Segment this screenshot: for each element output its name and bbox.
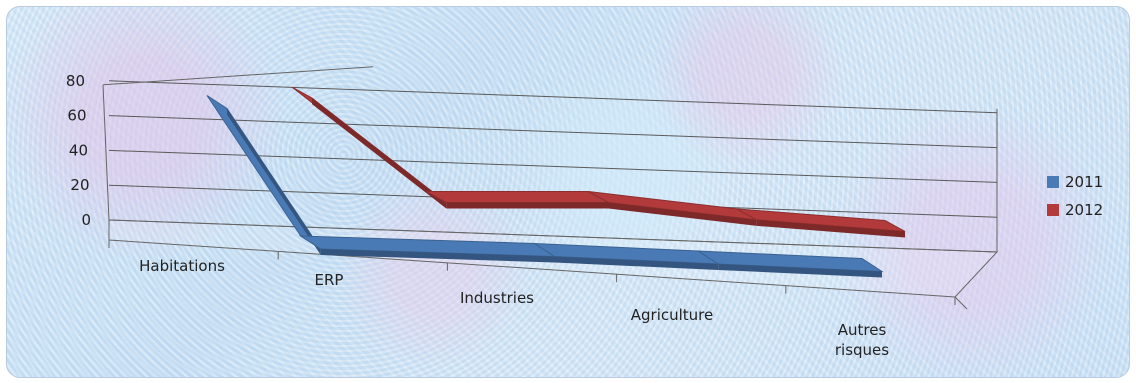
series-2012-segment-side-2 <box>608 202 757 226</box>
x-tick-label-0: Habitations <box>139 257 225 275</box>
series-2011-segment-side-1 <box>320 249 555 263</box>
floor-right-edge <box>954 296 968 310</box>
legend-label-2012: 2012 <box>1065 201 1103 219</box>
value-axis-line <box>102 84 110 221</box>
chart-area: 0 20 40 60 80 Habitations ERP Industries Agricul… <box>6 6 1130 378</box>
series-2012-segment-side-0 <box>312 98 447 209</box>
y-tick-label-80: 80 <box>66 72 85 90</box>
gridline-80 <box>108 80 998 114</box>
legend: 2011 2012 <box>1047 173 1103 219</box>
y-tick-label-40: 40 <box>69 141 88 159</box>
x-tick-label-3: Agriculture <box>631 306 714 324</box>
series-2012-segment-side-3 <box>756 219 905 238</box>
gridline-60 <box>108 115 998 149</box>
x-tick-label-4: Autres risques <box>835 321 889 359</box>
legend-swatch-2011 <box>1047 176 1059 188</box>
x-tick-label-2: Industries <box>460 289 534 307</box>
legend-label-2011: 2011 <box>1065 173 1103 191</box>
series-2011-segment-side-3 <box>718 264 882 278</box>
series-2011-segment-side-2 <box>554 256 719 270</box>
chart-svg: 0 20 40 60 80 Habitations ERP Industries Agricul… <box>66 66 1103 359</box>
series-2011 <box>206 95 884 278</box>
series-2011-segment-side-0 <box>227 108 321 255</box>
series-2012-segment-1 <box>426 191 609 203</box>
x-tick-label-1: ERP <box>315 271 344 289</box>
back-wall-top-edge <box>102 66 374 86</box>
labels: 0 20 40 60 80 Habitations ERP Industries Agricul… <box>66 72 889 359</box>
gridline-40 <box>108 149 998 183</box>
series-2012-segment-side-1 <box>446 202 609 209</box>
y-tick-label-0: 0 <box>81 211 91 229</box>
legend-swatch-2012 <box>1047 204 1059 216</box>
series-2012 <box>291 86 906 238</box>
y-tick-label-60: 60 <box>67 107 86 125</box>
series-layer <box>206 86 906 278</box>
y-tick-label-20: 20 <box>70 176 89 194</box>
